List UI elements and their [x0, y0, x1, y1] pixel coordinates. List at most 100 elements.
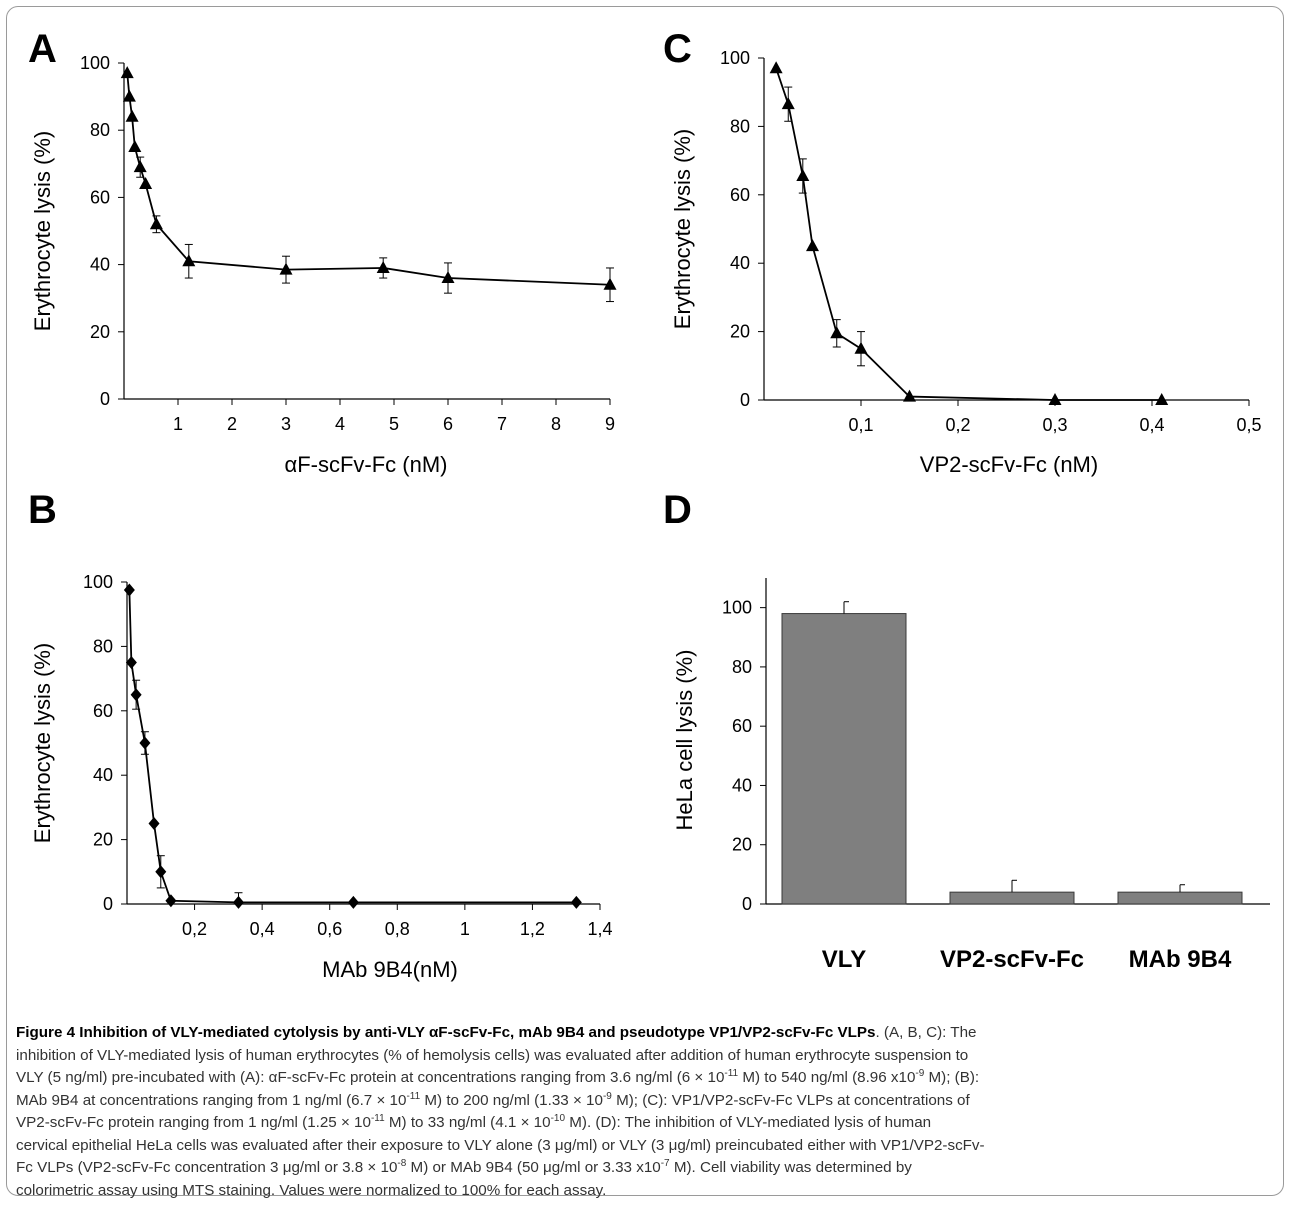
- chart-panel-a: A 0 20 40 60 80 100 Erythrocyte lysis (%) 1 2 3 4 5 6…: [28, 27, 617, 477]
- x-tick-label: 0,4: [250, 919, 275, 939]
- x-tick-label: 3: [281, 414, 291, 434]
- bar: [1117, 891, 1243, 905]
- category-label: VLY: [822, 946, 866, 973]
- x-tick-label: 0,3: [1042, 415, 1067, 435]
- x-tick-label: 0,1: [848, 415, 873, 435]
- y-tick-label: 40: [732, 775, 752, 795]
- category-label: VP2-scFv-Fc: [940, 946, 1084, 973]
- data-point: [133, 160, 147, 173]
- y-tick-label: 60: [93, 701, 113, 721]
- caption-exponent: -11: [370, 1113, 385, 1124]
- panel-letter: B: [28, 488, 57, 532]
- caption-text: M). (D): The inhibition of VLY-mediated …: [565, 1114, 932, 1131]
- series-line: [775, 67, 1162, 401]
- chart-panel-b: B 0 20 40 60 80 100 Erythrocyte lysis (%) 0,2 0,4…: [28, 488, 613, 982]
- caption-exponent: -11: [406, 1090, 421, 1102]
- data-point: [139, 176, 153, 189]
- x-tick-label: 1,4: [587, 919, 612, 939]
- y-tick-label: 100: [83, 572, 113, 592]
- caption-text: VLY (5 ng/ml) pre-incubated with (A): αF…: [16, 1069, 725, 1086]
- data-point: [1155, 393, 1169, 405]
- chart-panel-c: C 0 20 40 60 80 100 Erythrocyte lysis (%) 0,1 0,2…: [663, 27, 1262, 477]
- data-point: [122, 89, 136, 102]
- caption-exponent: -8: [397, 1158, 407, 1169]
- y-tick-label: 40: [730, 253, 750, 273]
- data-point: [769, 61, 783, 74]
- data-point: [165, 894, 177, 908]
- x-tick-label: 6: [443, 414, 453, 434]
- data-point: [1048, 393, 1062, 405]
- y-tick-label: 0: [100, 389, 110, 409]
- x-tick-label: 7: [497, 414, 507, 434]
- caption-text: M); (C): VP1/VP2-scFv-Fc VLPs at concent…: [611, 1091, 970, 1109]
- x-tick-label: 1: [460, 919, 470, 939]
- y-tick-label: 20: [730, 322, 750, 342]
- data-point: [347, 895, 359, 909]
- data-point: [796, 168, 810, 181]
- data-point: [603, 277, 617, 290]
- y-tick-label: 100: [722, 598, 752, 618]
- data-point: [376, 260, 390, 273]
- y-tick-label: 100: [80, 53, 110, 73]
- data-point: [570, 895, 582, 909]
- y-tick-label: 0: [742, 894, 752, 914]
- y-tick-label: 20: [732, 835, 752, 855]
- data-point: [232, 895, 244, 909]
- y-tick-label: 20: [93, 830, 113, 850]
- series-line: [128, 590, 577, 904]
- chart-panel-d: D 0 20 40 60 80 100 HeLa cell lysis (%) VLY VP2-s…: [663, 488, 1270, 973]
- bar: [949, 891, 1075, 905]
- data-point: [279, 262, 293, 275]
- data-point: [830, 326, 844, 339]
- caption-text: M); (B):: [924, 1069, 980, 1086]
- x-tick-label: 0,2: [945, 415, 970, 435]
- y-axis-label: Erythrocyte lysis (%): [30, 643, 55, 843]
- data-point: [781, 97, 795, 110]
- y-tick-label: 60: [90, 187, 110, 207]
- y-tick-label: 0: [103, 894, 113, 914]
- x-tick-label: 0,4: [1139, 415, 1164, 435]
- y-axis-label: Erythrocyte lysis (%): [670, 129, 695, 329]
- y-tick-label: 40: [93, 765, 113, 785]
- x-tick-label: 1,2: [520, 919, 545, 939]
- data-point: [130, 688, 142, 702]
- category-label: MAb 9B4: [1129, 946, 1232, 973]
- y-axis-label: Erythrocyte lysis (%): [30, 131, 55, 331]
- x-tick-label: 5: [389, 414, 399, 434]
- caption-text: inhibition of VLY-mediated lysis of huma…: [16, 1046, 969, 1064]
- caption-text: . (A, B, C): The: [875, 1024, 977, 1041]
- caption-text: Fc VLPs (VP2-scFv-Fc concentration 3 μg/…: [16, 1159, 398, 1176]
- x-tick-label: 9: [605, 414, 615, 434]
- x-tick-label: 8: [551, 414, 561, 434]
- caption-text: MAb 9B4 at concentrations ranging from 1…: [16, 1091, 407, 1109]
- y-tick-label: 100: [720, 48, 750, 68]
- figure-caption: Figure 4 Inhibition of VLY-mediated cyto…: [16, 1022, 1278, 1202]
- data-point: [125, 656, 137, 669]
- data-point: [149, 217, 163, 230]
- data-point: [128, 140, 142, 152]
- data-point: [123, 583, 135, 597]
- data-point: [120, 66, 134, 79]
- x-tick-label: 0,8: [385, 919, 410, 939]
- x-tick-label: 4: [335, 414, 345, 434]
- data-point: [806, 239, 819, 252]
- x-tick-label: 0,6: [317, 919, 342, 939]
- x-tick-label: 0,2: [182, 919, 207, 939]
- data-point: [139, 736, 151, 750]
- y-tick-label: 0: [740, 390, 750, 410]
- y-tick-label: 60: [730, 185, 750, 205]
- caption-exponent: -7: [660, 1158, 670, 1169]
- caption-exponent: -9: [915, 1068, 925, 1079]
- y-tick-label: 80: [732, 657, 752, 677]
- x-axis-label: αF-scFv-Fc (nM): [284, 452, 447, 477]
- caption-text: M) to 33 ng/ml (4.1 × 10: [384, 1114, 551, 1131]
- y-tick-label: 40: [90, 255, 110, 275]
- caption-title: Figure 4 Inhibition of VLY-mediated cyto…: [16, 1024, 876, 1041]
- panel-letter: D: [663, 488, 692, 532]
- figure-frame: [6, 6, 1284, 1196]
- bar: [781, 613, 907, 905]
- caption-text: M) to 200 ng/ml (1.33 × 10: [420, 1091, 603, 1109]
- y-tick-label: 60: [732, 716, 752, 736]
- x-tick-label: 1: [173, 414, 183, 434]
